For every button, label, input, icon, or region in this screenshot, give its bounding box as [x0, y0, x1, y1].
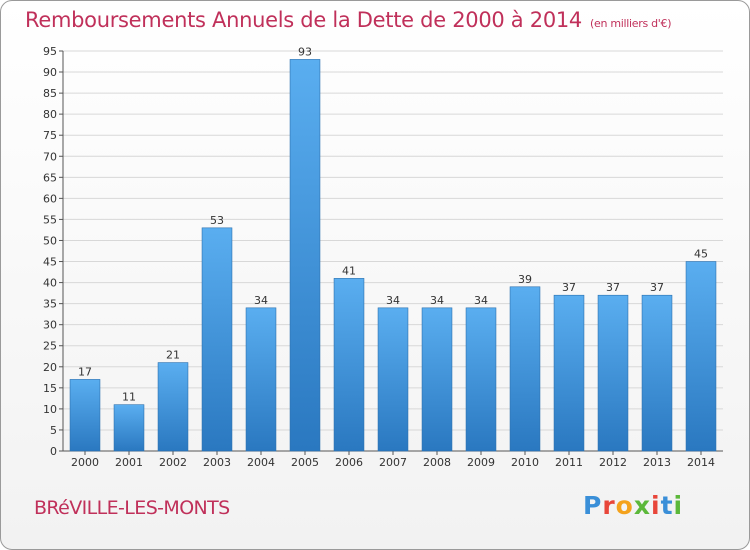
bar-value-label: 37	[606, 281, 620, 294]
y-tick-label: 50	[43, 234, 57, 247]
y-tick-label: 55	[43, 213, 57, 226]
bar-2012	[597, 294, 629, 452]
x-tick-label: 2010	[511, 456, 539, 469]
y-tick-label: 60	[43, 192, 57, 205]
bar-value-label: 34	[254, 294, 268, 307]
bar-2008	[421, 307, 453, 452]
bar-value-label: 53	[210, 214, 224, 227]
y-tick-label: 0	[50, 445, 57, 458]
bar-value-label: 21	[166, 349, 180, 362]
logo-letter: i	[673, 491, 684, 520]
bar-2003	[201, 227, 233, 452]
logo-letter: r	[602, 491, 616, 520]
bar-value-label: 39	[518, 273, 532, 286]
y-tick-label: 10	[43, 403, 57, 416]
bar-value-label: 45	[694, 248, 708, 261]
bar-2010	[509, 286, 541, 452]
bar-2000	[69, 379, 101, 452]
bar-value-label: 11	[122, 391, 136, 404]
x-tick-label: 2001	[115, 456, 143, 469]
chart-subtitle: (en milliers d'€)	[590, 17, 672, 30]
y-tick-label: 90	[43, 66, 57, 79]
x-tick-label: 2005	[291, 456, 319, 469]
y-tick-label: 75	[43, 129, 57, 142]
x-tick-label: 2004	[247, 456, 275, 469]
y-tick-label: 85	[43, 87, 57, 100]
y-tick-label: 25	[43, 340, 57, 353]
bar-2007	[377, 307, 409, 452]
y-tick-label: 80	[43, 108, 57, 121]
y-tick-label: 15	[43, 382, 57, 395]
bar-value-label: 34	[430, 294, 444, 307]
logo-letter: t	[660, 491, 674, 520]
y-tick-label: 40	[43, 277, 57, 290]
bar-value-label: 34	[386, 294, 400, 307]
town-name: BRéVILLE-LES-MONTS	[34, 497, 230, 519]
logo-letter: x	[633, 491, 651, 520]
chart-title-text: Remboursements Annuels de la Dette de 20…	[25, 8, 582, 32]
y-tick-label: 20	[43, 361, 57, 374]
x-tick-label: 2008	[423, 456, 451, 469]
bar-2005	[289, 59, 321, 452]
bar-2013	[641, 294, 673, 452]
bars	[69, 59, 717, 452]
proxiti-logo: Proxiti	[583, 491, 683, 520]
y-tick-label: 65	[43, 171, 57, 184]
x-tick-label: 2003	[203, 456, 231, 469]
bar-value-label: 34	[474, 294, 488, 307]
chart-title: Remboursements Annuels de la Dette de 20…	[25, 8, 671, 32]
x-tick-label: 2014	[687, 456, 715, 469]
x-tick-label: 2012	[599, 456, 627, 469]
bar-2004	[245, 307, 277, 452]
x-tick-label: 2009	[467, 456, 495, 469]
bar-2001	[113, 404, 145, 452]
y-tick-label: 35	[43, 298, 57, 311]
x-tick-label: 2011	[555, 456, 583, 469]
x-tick-label: 2013	[643, 456, 671, 469]
y-tick-label: 95	[43, 45, 57, 58]
logo-letter: o	[615, 491, 634, 520]
bar-value-label: 41	[342, 264, 356, 277]
x-tick-label: 2002	[159, 456, 187, 469]
y-tick-label: 30	[43, 319, 57, 332]
y-tick-label: 45	[43, 256, 57, 269]
y-tick-label: 5	[50, 424, 57, 437]
x-tick-label: 2000	[71, 456, 99, 469]
logo-letter: i	[651, 491, 661, 520]
logo-letter: P	[583, 491, 603, 520]
bar-value-label: 37	[562, 281, 576, 294]
bar-2009	[465, 307, 497, 452]
y-tick-label: 70	[43, 150, 57, 163]
labels: 0 5 10 15 20 25 30 35 40 45 50 55 60 65 70 75 80 85 90 95 17…	[43, 45, 715, 469]
x-tick-label: 2006	[335, 456, 363, 469]
bar-value-label: 37	[650, 281, 664, 294]
bar-2002	[157, 362, 189, 452]
bar-value-label: 93	[298, 45, 312, 58]
bar-2011	[553, 294, 585, 452]
bar-2014	[685, 261, 717, 452]
x-tick-label: 2007	[379, 456, 407, 469]
bar-value-label: 17	[78, 365, 92, 378]
bar-2006	[333, 278, 365, 452]
